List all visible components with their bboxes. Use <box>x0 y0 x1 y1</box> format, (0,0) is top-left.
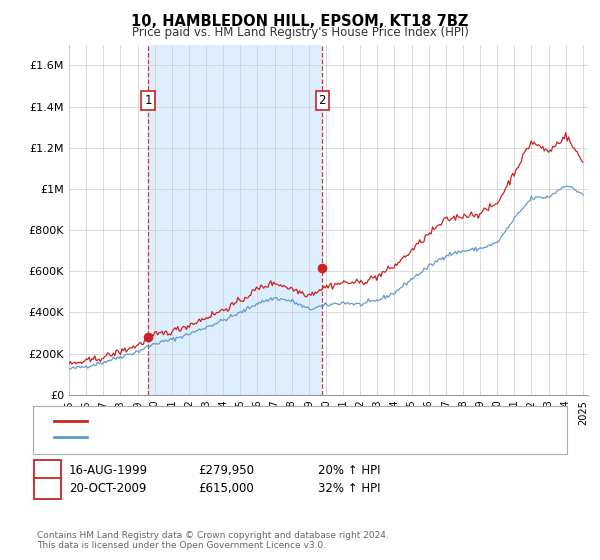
Text: 1: 1 <box>145 94 152 107</box>
Text: 32% ↑ HPI: 32% ↑ HPI <box>318 482 380 495</box>
Text: £279,950: £279,950 <box>198 464 254 477</box>
Text: 20-OCT-2009: 20-OCT-2009 <box>69 482 146 495</box>
Text: 10, HAMBLEDON HILL, EPSOM, KT18 7BZ (detached house): 10, HAMBLEDON HILL, EPSOM, KT18 7BZ (det… <box>93 416 416 426</box>
Text: 1: 1 <box>44 464 52 477</box>
Text: £615,000: £615,000 <box>198 482 254 495</box>
Text: 20% ↑ HPI: 20% ↑ HPI <box>318 464 380 477</box>
Text: Contains HM Land Registry data © Crown copyright and database right 2024.
This d: Contains HM Land Registry data © Crown c… <box>37 531 389 550</box>
Bar <box>148 45 322 395</box>
Text: Price paid vs. HM Land Registry's House Price Index (HPI): Price paid vs. HM Land Registry's House … <box>131 26 469 39</box>
Text: 10, HAMBLEDON HILL, EPSOM, KT18 7BZ: 10, HAMBLEDON HILL, EPSOM, KT18 7BZ <box>131 14 469 29</box>
Text: 2: 2 <box>319 94 326 107</box>
Text: HPI: Average price, detached house, Epsom and Ewell: HPI: Average price, detached house, Epso… <box>93 432 388 442</box>
Text: 2: 2 <box>44 482 52 495</box>
Text: 16-AUG-1999: 16-AUG-1999 <box>69 464 148 477</box>
